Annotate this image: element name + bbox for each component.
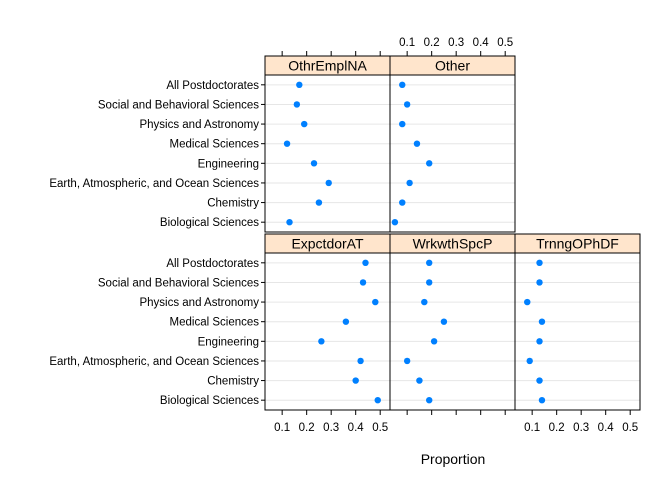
panel-strip-label: Other <box>435 58 470 74</box>
data-point <box>342 318 350 325</box>
data-point <box>362 259 369 267</box>
data-point <box>426 279 433 286</box>
panel-strip-label: OthrEmplNA <box>288 58 367 74</box>
data-point <box>536 377 543 384</box>
data-point <box>315 199 323 206</box>
data-point <box>283 140 291 147</box>
data-point <box>399 81 406 89</box>
x-tick-label: 0.3 <box>448 37 464 49</box>
data-point <box>426 396 433 404</box>
category-label: Social and Behavioral Sciences <box>98 277 259 289</box>
data-point <box>403 357 411 365</box>
data-point <box>421 298 428 306</box>
category-label: Biological Sciences <box>160 395 259 407</box>
data-point <box>413 140 421 147</box>
category-label: Biological Sciences <box>160 217 259 229</box>
data-point <box>416 377 423 384</box>
category-label: Social and Behavioral Sciences <box>98 99 259 111</box>
data-point <box>536 338 543 345</box>
category-label: Earth, Atmospheric, and Ocean Sciences <box>49 178 259 190</box>
data-point <box>440 318 448 325</box>
panel-strip-label: ExpctdorAT <box>291 236 364 252</box>
category-label: Engineering <box>198 336 259 348</box>
data-point <box>430 338 438 345</box>
category-label: Engineering <box>198 158 259 170</box>
data-point <box>426 259 433 267</box>
data-point <box>524 298 531 306</box>
category-label: Physics and Astronomy <box>139 119 259 131</box>
x-tick-label: 0.4 <box>348 422 365 434</box>
panel-frame <box>264 252 391 411</box>
category-label: Chemistry <box>207 198 259 210</box>
data-point <box>286 218 293 226</box>
x-tick-label: 0.1 <box>399 37 415 49</box>
panel-frame <box>389 74 516 233</box>
category-label: Medical Sciences <box>170 317 260 329</box>
category-label: Physics and Astronomy <box>139 297 259 309</box>
x-tick-label: 0.5 <box>372 422 388 434</box>
category-label: Chemistry <box>207 376 259 388</box>
panel-frame <box>514 252 641 411</box>
data-point <box>538 318 546 325</box>
data-point <box>359 279 367 286</box>
data-point <box>403 101 411 108</box>
x-tick-label: 0.3 <box>323 422 339 434</box>
x-tick-label: 0.5 <box>622 422 638 434</box>
data-point <box>296 81 303 89</box>
x-axis-title: Proportion <box>421 451 486 467</box>
data-point <box>538 396 546 404</box>
x-tick-label: 0.2 <box>299 422 315 434</box>
data-point <box>372 298 379 306</box>
x-tick-label: 0.2 <box>549 422 565 434</box>
panel-frame <box>389 252 516 411</box>
x-tick-label: 0.2 <box>424 37 440 49</box>
data-point <box>325 179 332 187</box>
data-point <box>374 396 381 404</box>
data-point <box>310 160 318 167</box>
category-label: All Postdoctorates <box>166 80 259 92</box>
data-point <box>357 357 364 365</box>
data-point <box>526 357 533 365</box>
panel-strip-label: TrnngOPhDF <box>536 236 619 252</box>
category-label: All Postdoctorates <box>166 258 259 270</box>
panel-strip-label: WrkwthSpcP <box>413 236 493 252</box>
data-point <box>399 120 406 128</box>
panel-frame <box>264 74 391 233</box>
x-tick-label: 0.5 <box>497 37 513 49</box>
category-label: Medical Sciences <box>170 139 260 151</box>
data-point <box>426 160 433 167</box>
data-point <box>536 279 543 286</box>
x-tick-label: 0.1 <box>274 422 290 434</box>
data-point <box>318 338 325 345</box>
data-point <box>301 120 308 128</box>
x-tick-label: 0.4 <box>598 422 615 434</box>
x-tick-label: 0.4 <box>473 37 490 49</box>
x-tick-label: 0.3 <box>573 422 589 434</box>
data-point <box>399 199 406 206</box>
data-point <box>352 377 359 384</box>
x-tick-label: 0.1 <box>524 422 540 434</box>
data-point <box>293 101 301 108</box>
data-point <box>406 179 413 187</box>
category-label: Earth, Atmospheric, and Ocean Sciences <box>49 356 259 368</box>
data-point <box>391 218 399 226</box>
data-point <box>536 259 543 267</box>
